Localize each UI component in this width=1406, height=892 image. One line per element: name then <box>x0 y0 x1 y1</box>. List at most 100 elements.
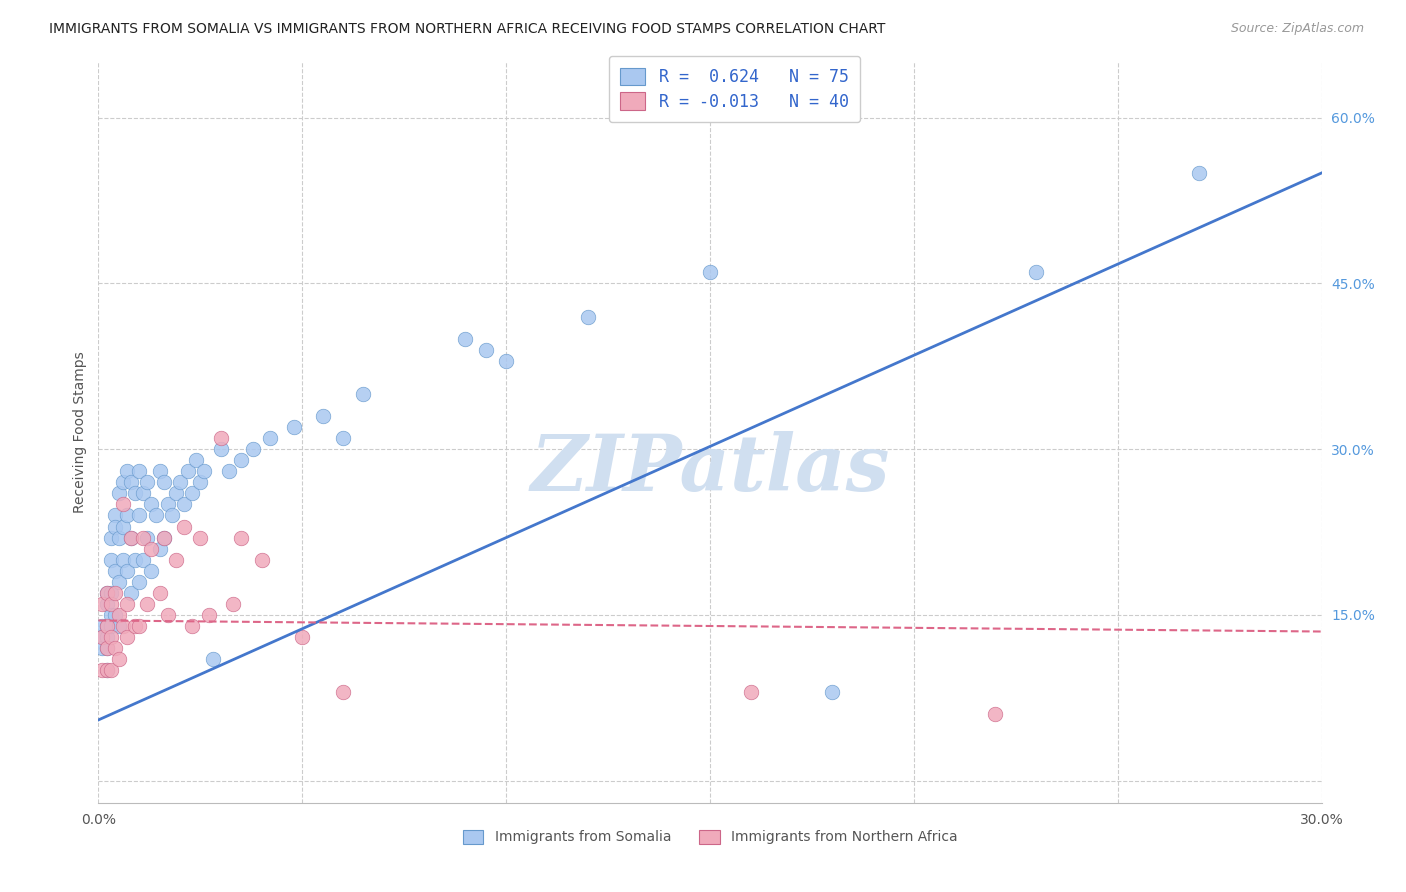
Point <box>108 531 131 545</box>
Point <box>108 607 131 622</box>
Point <box>312 409 335 423</box>
Point <box>100 531 122 545</box>
Point <box>149 541 172 556</box>
Point <box>193 464 215 478</box>
Point <box>108 652 131 666</box>
Point <box>91 663 114 677</box>
Point <box>96 663 118 677</box>
Point <box>201 652 224 666</box>
Point <box>120 475 142 490</box>
Point <box>250 552 273 566</box>
Point <box>152 475 174 490</box>
Point <box>984 707 1007 722</box>
Point <box>104 641 127 656</box>
Point <box>100 619 122 633</box>
Point <box>111 498 134 512</box>
Point <box>100 663 122 677</box>
Point <box>145 508 167 523</box>
Point <box>104 607 127 622</box>
Point <box>115 597 138 611</box>
Point <box>188 475 212 490</box>
Point <box>181 486 204 500</box>
Point <box>152 531 174 545</box>
Point <box>96 586 118 600</box>
Point <box>104 508 127 523</box>
Point <box>165 486 187 500</box>
Point <box>291 630 314 644</box>
Point <box>96 641 118 656</box>
Point <box>96 586 118 600</box>
Point <box>160 508 183 523</box>
Point <box>91 619 114 633</box>
Point <box>104 586 127 600</box>
Point <box>132 531 155 545</box>
Point <box>96 619 118 633</box>
Point <box>124 619 146 633</box>
Point <box>1025 265 1047 279</box>
Point <box>128 508 150 523</box>
Text: ZIPatlas: ZIPatlas <box>530 432 890 508</box>
Point <box>149 464 172 478</box>
Point <box>222 597 245 611</box>
Point <box>111 519 134 533</box>
Point <box>111 475 134 490</box>
Point <box>149 586 172 600</box>
Point <box>156 498 179 512</box>
Point <box>209 431 232 445</box>
Point <box>124 552 146 566</box>
Point <box>111 619 134 633</box>
Point <box>474 343 498 357</box>
Point <box>104 564 127 578</box>
Point <box>186 453 208 467</box>
Point <box>173 519 195 533</box>
Point <box>100 630 122 644</box>
Point <box>100 586 122 600</box>
Point <box>231 453 253 467</box>
Point <box>96 619 118 633</box>
Point <box>1188 166 1211 180</box>
Point <box>91 597 114 611</box>
Point <box>141 541 163 556</box>
Point <box>165 552 187 566</box>
Point <box>96 641 118 656</box>
Point <box>136 475 159 490</box>
Point <box>197 607 219 622</box>
Point <box>181 619 204 633</box>
Point <box>115 564 138 578</box>
Point <box>91 630 114 644</box>
Point <box>231 531 253 545</box>
Point <box>120 586 142 600</box>
Point <box>120 531 142 545</box>
Point <box>108 619 131 633</box>
Point <box>96 663 118 677</box>
Point <box>454 332 477 346</box>
Point <box>495 353 517 368</box>
Point <box>115 464 138 478</box>
Point <box>141 498 163 512</box>
Point <box>136 531 159 545</box>
Point <box>91 641 114 656</box>
Point <box>96 630 118 644</box>
Point <box>104 519 127 533</box>
Point <box>100 552 122 566</box>
Point <box>177 464 200 478</box>
Point <box>209 442 232 457</box>
Point <box>259 431 281 445</box>
Legend: Immigrants from Somalia, Immigrants from Northern Africa: Immigrants from Somalia, Immigrants from… <box>456 822 965 851</box>
Point <box>740 685 762 699</box>
Point <box>173 498 195 512</box>
Point <box>128 464 150 478</box>
Point <box>108 574 131 589</box>
Point <box>156 607 179 622</box>
Point <box>576 310 599 324</box>
Point <box>128 574 150 589</box>
Point <box>120 531 142 545</box>
Point <box>152 531 174 545</box>
Point <box>132 486 155 500</box>
Point <box>242 442 264 457</box>
Point <box>91 630 114 644</box>
Point <box>124 486 146 500</box>
Point <box>332 685 354 699</box>
Y-axis label: Receiving Food Stamps: Receiving Food Stamps <box>73 351 87 514</box>
Point <box>100 597 122 611</box>
